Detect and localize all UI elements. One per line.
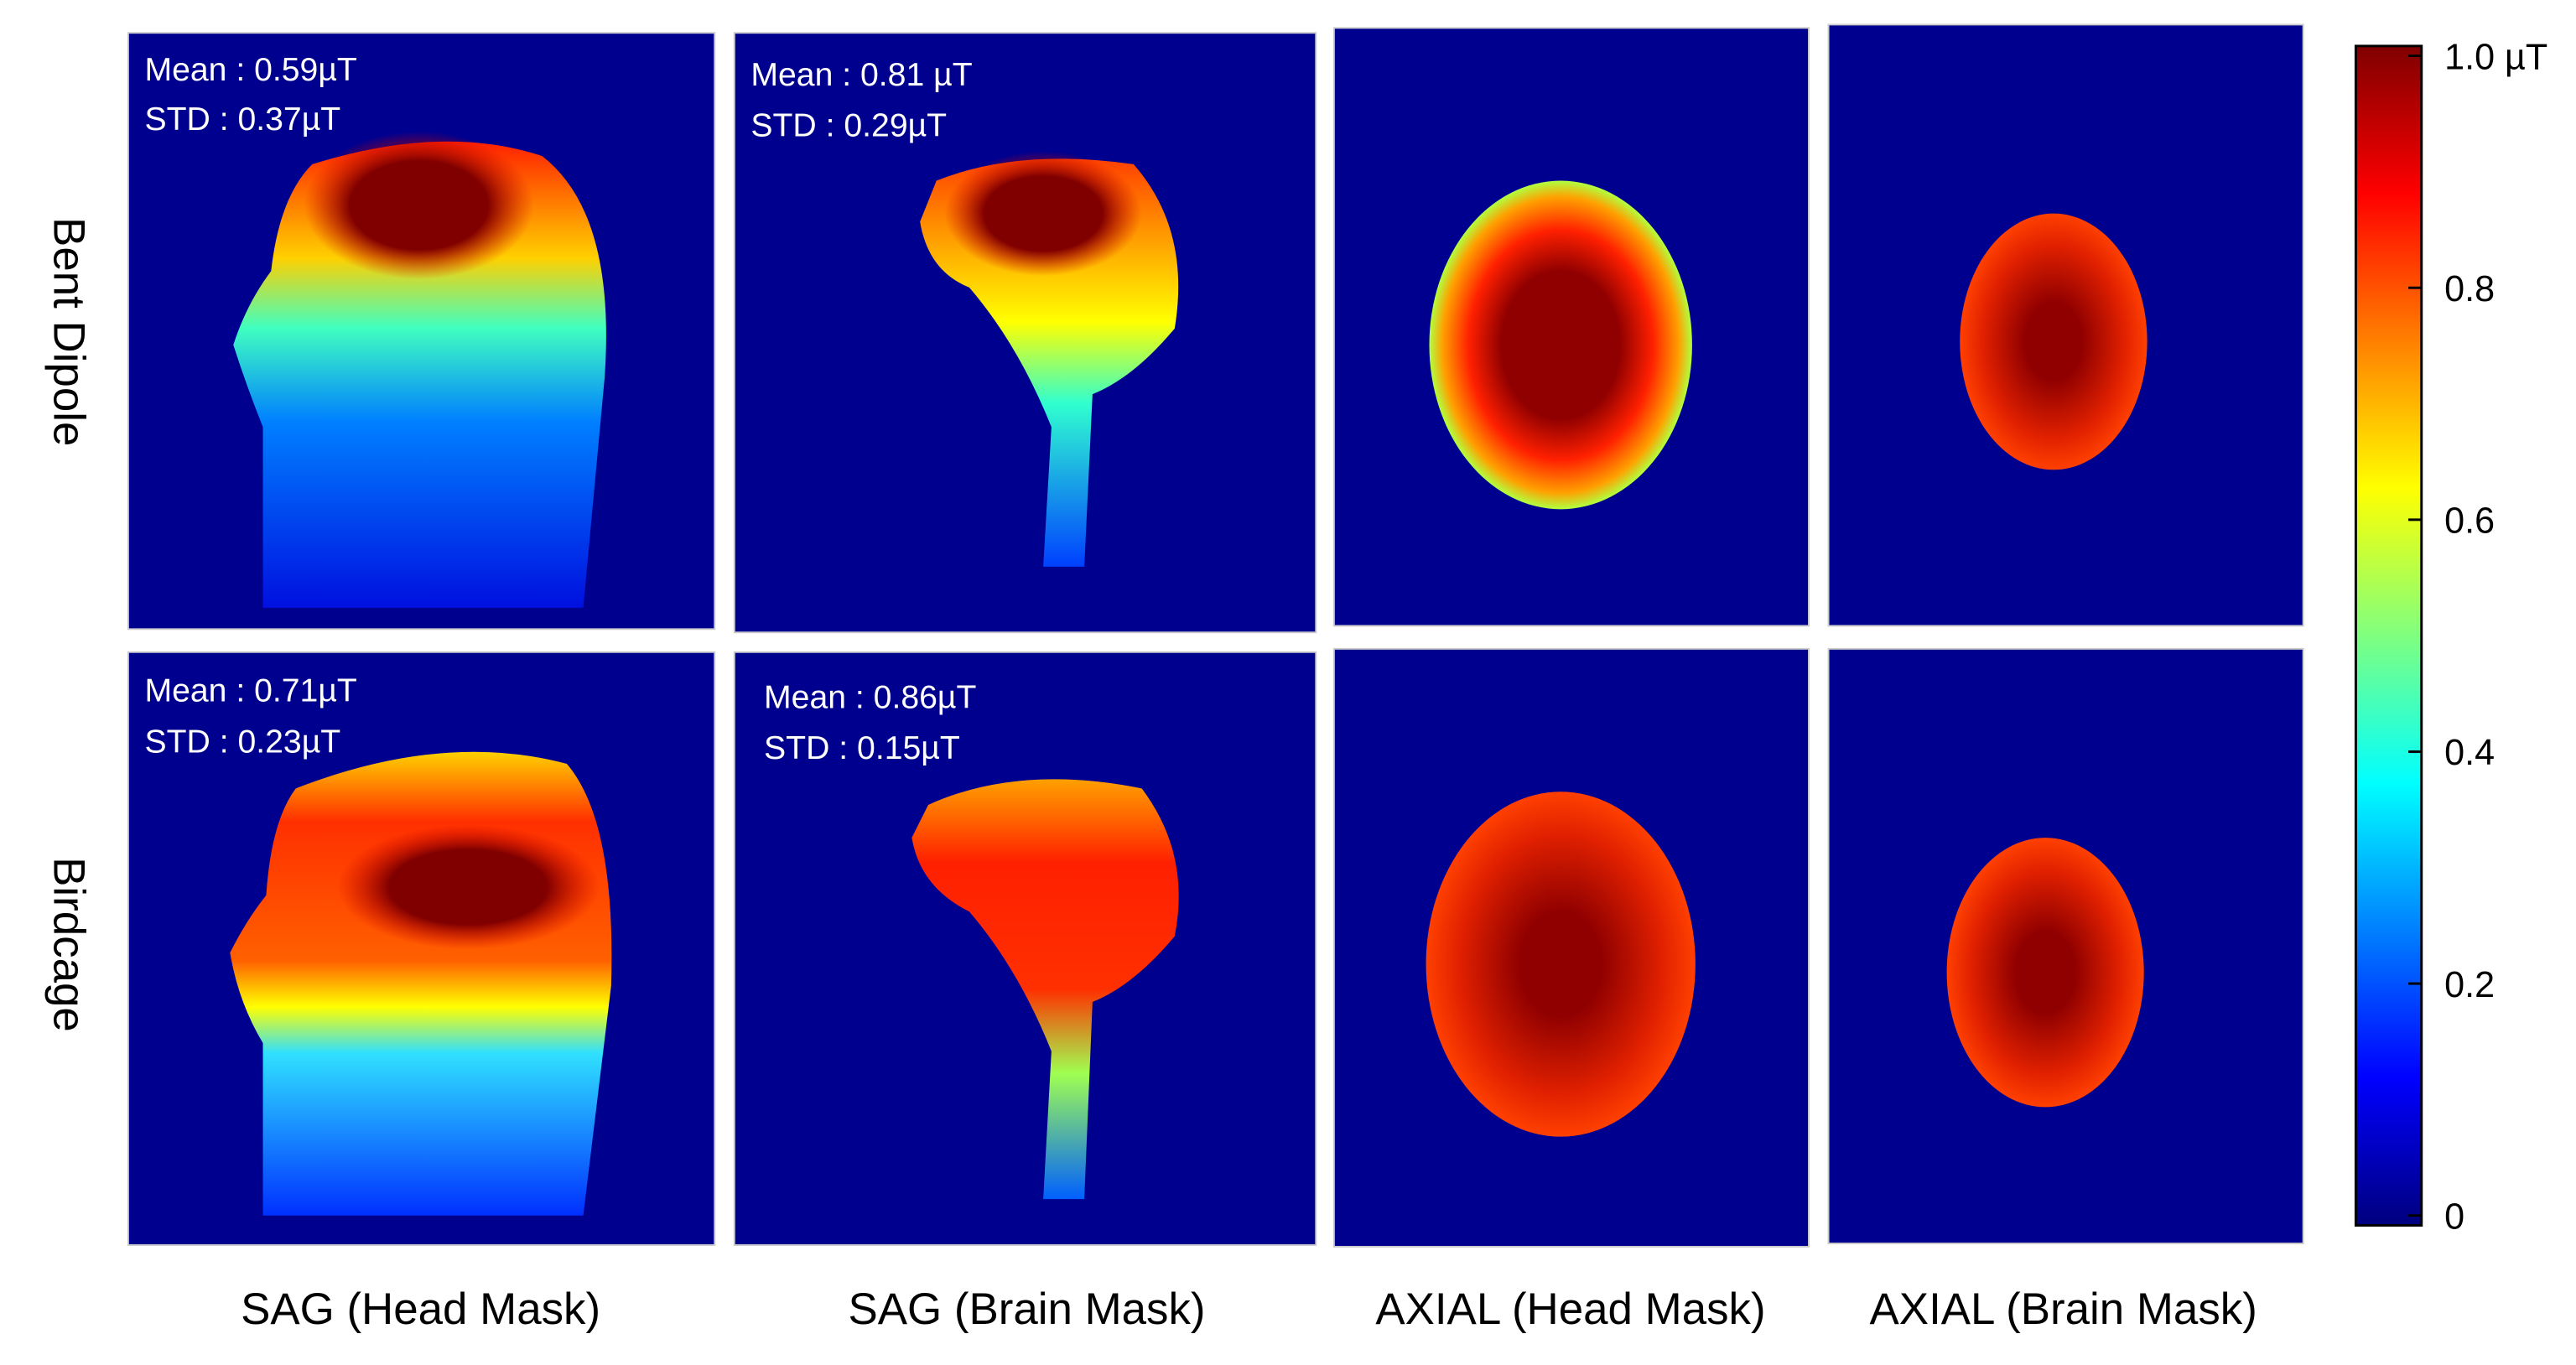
head-map — [230, 751, 612, 1216]
colorbar-tick-label: 0 — [2444, 1196, 2464, 1237]
axial-brain-map — [1946, 838, 2144, 1108]
std-annotation: STD : 0.29µT — [750, 108, 947, 144]
axial-head-map — [1429, 180, 1692, 510]
head-map — [233, 141, 606, 608]
brain-map — [911, 779, 1179, 1200]
hotspot — [336, 824, 600, 950]
mean-annotation: Mean : 0.71µT — [144, 673, 356, 709]
colorbar-tick-label: 0.6 — [2444, 501, 2495, 542]
panels — [127, 23, 2304, 1248]
hotspot — [944, 151, 1142, 277]
colorbar-tick-label: 0.4 — [2444, 733, 2495, 773]
column-label: SAG (Head Mask) — [241, 1285, 600, 1334]
colorbar-ticks: 1.0 µT 0.8 0.6 0.4 0.2 0 — [2408, 37, 2547, 1237]
column-label: SAG (Brain Mask) — [848, 1285, 1205, 1334]
column-label: AXIAL (Brain Mask) — [1870, 1285, 2257, 1334]
colorbar-tick-label: 0.8 — [2444, 269, 2495, 309]
colorbar-tick-label: 0.2 — [2444, 965, 2495, 1005]
row-label: Birdcage — [44, 857, 94, 1032]
hotspot — [304, 131, 534, 280]
std-annotation: STD : 0.15µT — [764, 730, 960, 766]
colorbar-tick-label: 1.0 µT — [2444, 37, 2547, 77]
colorbar — [2354, 44, 2423, 1227]
mean-annotation: Mean : 0.81 µT — [750, 57, 972, 93]
std-annotation: STD : 0.23µT — [144, 724, 340, 760]
mean-annotation: Mean : 0.86µT — [764, 679, 976, 715]
axial-brain-map — [1960, 213, 2148, 470]
axial-head-map — [1426, 791, 1696, 1137]
std-annotation: STD : 0.37µT — [144, 101, 340, 138]
column-label: AXIAL (Head Mask) — [1375, 1285, 1765, 1334]
mean-annotation: Mean : 0.59µT — [144, 52, 356, 88]
row-label: Bent Dipole — [44, 217, 94, 446]
